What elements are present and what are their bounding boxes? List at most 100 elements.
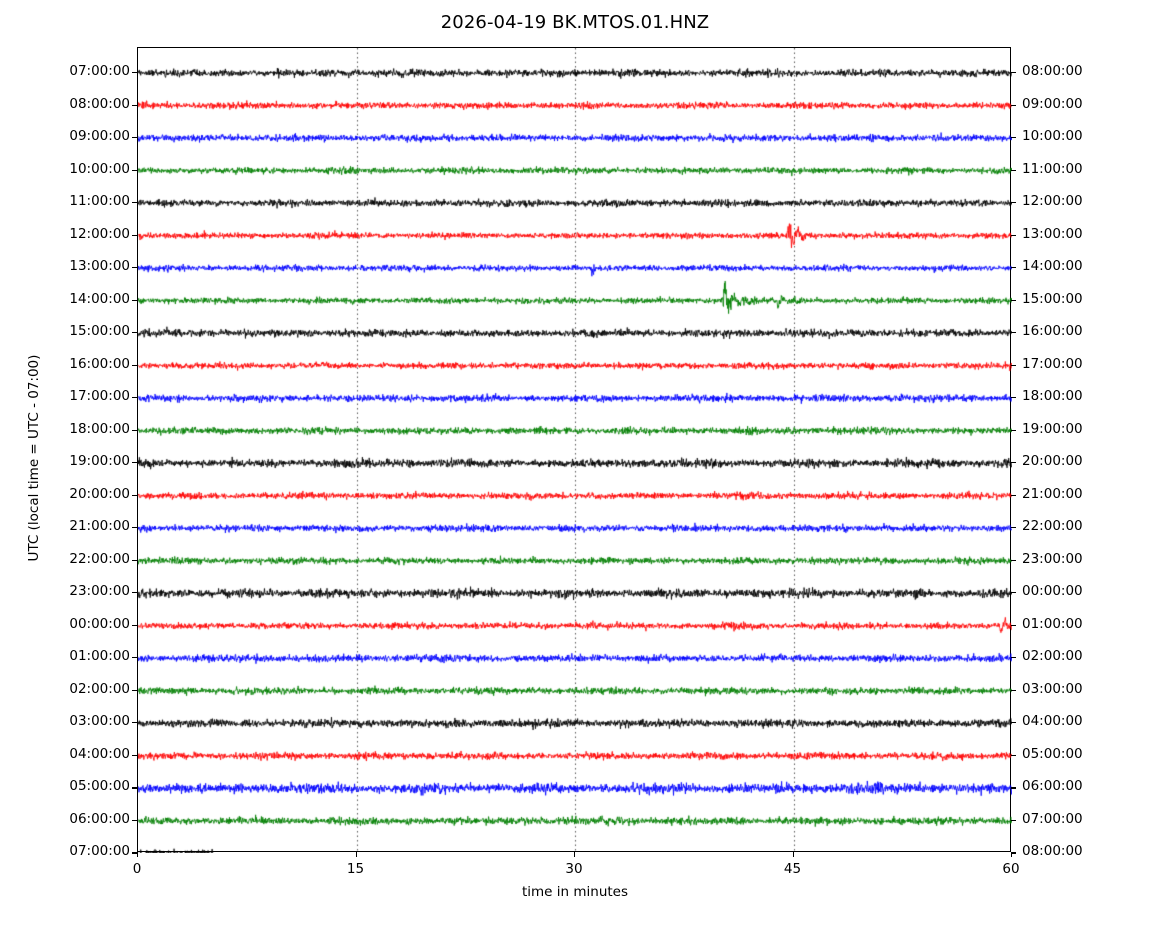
plot-axes[interactable]: [137, 47, 1012, 853]
y-tick-label-left: 18:00:00: [69, 420, 130, 437]
y-tick-mark-left: [132, 754, 137, 756]
y-tick-label-right: 13:00:00: [1022, 225, 1083, 242]
y-tick-label-left: 11:00:00: [69, 193, 130, 210]
y-tick-mark-right: [1011, 689, 1016, 691]
y-tick-mark-left: [132, 494, 137, 496]
y-tick-label-right: 07:00:00: [1022, 810, 1083, 827]
y-tick-mark-right: [1011, 267, 1016, 269]
y-tick-mark-right: [1011, 624, 1016, 626]
seismogram-traces: [138, 48, 1012, 853]
y-tick-mark-left: [132, 137, 137, 139]
y-tick-label-right: 00:00:00: [1022, 583, 1083, 600]
y-tick-mark-left: [132, 72, 137, 74]
y-tick-label-left: 14:00:00: [69, 290, 130, 307]
y-tick-label-right: 10:00:00: [1022, 128, 1083, 145]
y-tick-label-left: 12:00:00: [69, 225, 130, 242]
y-tick-mark-right: [1011, 234, 1016, 236]
y-tick-mark-right: [1011, 787, 1016, 789]
x-tick-label: 0: [132, 861, 142, 877]
y-tick-label-left: 08:00:00: [69, 95, 130, 112]
y-tick-mark-right: [1011, 299, 1016, 301]
y-tick-label-left: 17:00:00: [69, 388, 130, 405]
x-tick-mark: [792, 852, 794, 857]
y-tick-label-right: 22:00:00: [1022, 518, 1083, 535]
y-tick-label-left: 09:00:00: [69, 128, 130, 145]
y-tick-label-left: 07:00:00: [69, 843, 130, 860]
y-tick-mark-left: [132, 267, 137, 269]
y-tick-label-left: 07:00:00: [69, 63, 130, 79]
y-tick-label-left: 19:00:00: [69, 453, 130, 470]
x-axis-label: time in minutes: [521, 884, 629, 900]
page-title: 2026-04-19 BK.MTOS.01.HNZ: [440, 12, 710, 33]
y-tick-label-right: 04:00:00: [1022, 713, 1083, 730]
y-tick-label-left: 10:00:00: [69, 160, 130, 177]
y-tick-mark-right: [1011, 137, 1016, 139]
y-tick-label-left: 23:00:00: [69, 583, 130, 600]
y-tick-mark-right: [1011, 332, 1016, 334]
y-tick-label-left: 06:00:00: [69, 810, 130, 827]
y-tick-mark-left: [132, 819, 137, 822]
y-tick-label-right: 14:00:00: [1022, 258, 1083, 275]
y-tick-mark-left: [132, 429, 137, 431]
y-tick-mark-right: [1011, 819, 1016, 822]
y-tick-mark-right: [1011, 169, 1016, 171]
y-tick-label-right: 05:00:00: [1022, 745, 1083, 762]
y-tick-mark-left: [132, 332, 137, 334]
y-tick-mark-left: [132, 722, 137, 724]
y-tick-mark-left: [132, 364, 137, 366]
y-tick-mark-right: [1011, 559, 1016, 561]
x-tick-mark: [137, 852, 139, 857]
y-tick-label-left: 13:00:00: [69, 258, 130, 275]
y-tick-label-right: 03:00:00: [1022, 680, 1083, 697]
y-tick-mark-right: [1011, 722, 1016, 724]
y-tick-mark-left: [132, 624, 137, 626]
y-tick-label-left: 20:00:00: [69, 485, 130, 502]
y-tick-mark-right: [1011, 104, 1016, 106]
y-tick-mark-right: [1011, 364, 1016, 366]
y-tick-label-right: 21:00:00: [1022, 485, 1083, 502]
y-tick-label-right: 18:00:00: [1022, 388, 1083, 405]
y-tick-label-right: 02:00:00: [1022, 648, 1083, 665]
y-tick-mark-left: [132, 202, 137, 204]
y-tick-mark-left: [132, 234, 137, 236]
y-tick-label-right: 09:00:00: [1022, 95, 1083, 112]
y-tick-label-right: 01:00:00: [1022, 615, 1083, 632]
x-tick-label: 30: [565, 861, 583, 877]
x-tick-mark: [1011, 852, 1013, 857]
y-tick-mark-left: [132, 657, 137, 659]
y-tick-mark-left: [132, 852, 137, 854]
y-tick-label-right: 23:00:00: [1022, 550, 1083, 567]
x-tick-label: 60: [1002, 861, 1020, 877]
y-tick-label-right: 17:00:00: [1022, 355, 1083, 372]
y-tick-mark-left: [132, 592, 137, 594]
y-tick-label-left: 05:00:00: [69, 778, 130, 795]
y-tick-label-right: 08:00:00: [1022, 843, 1083, 860]
y-tick-label-right: 20:00:00: [1022, 453, 1083, 470]
y-tick-mark-left: [132, 689, 137, 691]
x-tick-label: 15: [346, 861, 365, 877]
x-tick-label: 45: [783, 861, 802, 877]
y-tick-mark-right: [1011, 429, 1016, 431]
y-tick-mark-left: [132, 787, 137, 789]
y-tick-label-right: 11:00:00: [1022, 160, 1083, 177]
y-axis-label: UTC (local time = UTC - 07:00): [26, 354, 42, 562]
y-tick-label-left: 16:00:00: [69, 355, 130, 372]
y-tick-mark-right: [1011, 852, 1016, 854]
x-tick-mark: [574, 852, 576, 857]
y-tick-label-left: 01:00:00: [69, 648, 130, 665]
y-tick-mark-right: [1011, 462, 1016, 464]
y-tick-label-left: 02:00:00: [69, 680, 130, 697]
y-tick-label-right: 19:00:00: [1022, 420, 1083, 437]
y-tick-mark-right: [1011, 754, 1016, 756]
y-tick-label-right: 12:00:00: [1022, 193, 1083, 210]
y-tick-label-left: 15:00:00: [69, 323, 130, 340]
y-tick-label-left: 03:00:00: [69, 713, 130, 730]
y-tick-mark-right: [1011, 202, 1016, 204]
y-tick-mark-right: [1011, 592, 1016, 594]
y-tick-mark-right: [1011, 397, 1016, 399]
y-tick-label-left: 21:00:00: [69, 518, 130, 535]
y-tick-mark-right: [1011, 527, 1016, 529]
y-tick-label-left: 04:00:00: [69, 745, 130, 762]
y-tick-mark-right: [1011, 494, 1016, 496]
